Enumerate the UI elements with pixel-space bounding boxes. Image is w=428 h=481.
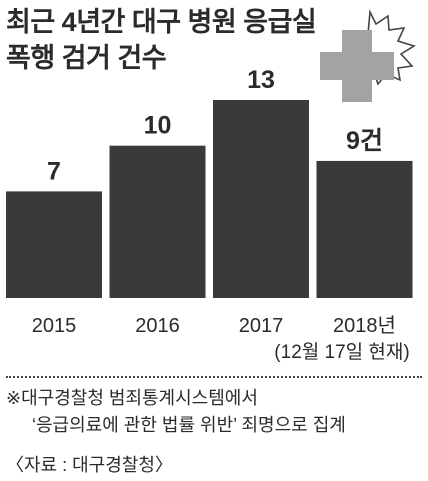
tick-label-2016: 2016	[135, 315, 180, 337]
bars-group	[6, 100, 413, 298]
category-subnote: (12월 17일 현재)	[274, 341, 409, 363]
tick-labels-group: 2015 2016 2017 2018년	[32, 314, 396, 337]
bar-2017	[213, 100, 309, 298]
footnote-line1: ※대구경찰청 범죄통계시스템에서	[6, 388, 258, 408]
footnote: ※대구경찰청 범죄통계시스템에서 ‘응급의료에 관한 법률 위반’ 죄명으로 집…	[6, 385, 346, 439]
bar-chart: 7 10 13 9건 2015 2016 2017 2018년 (12월 17일 현재)	[6, 66, 413, 363]
value-label-2015: 7	[47, 157, 61, 185]
cross-shape	[320, 30, 394, 102]
value-label-2016: 10	[144, 112, 172, 140]
value-labels-group: 7 10 13 9건	[47, 66, 383, 185]
tick-label-2017: 2017	[239, 315, 284, 337]
chart-title: 최근 4년간 대구 병원 응급실 폭행 검거 건수	[6, 4, 317, 76]
footnote-line2: ‘응급의료에 관한 법률 위반’ 죄명으로 집계	[32, 415, 346, 435]
value-label-2018년: 9건	[346, 127, 383, 155]
tick-label-2018년: 2018년	[333, 314, 396, 337]
chart-title-line2: 폭행 검거 건수	[6, 43, 167, 73]
bar-2018년	[316, 160, 413, 298]
divider-line	[6, 376, 422, 378]
bar-2015	[6, 191, 102, 298]
source-note: 〈자료 : 대구경찰청〉	[6, 455, 173, 475]
value-label-2017: 13	[247, 66, 275, 94]
tick-label-2015: 2015	[32, 315, 77, 337]
bar-2016	[109, 145, 206, 298]
medical-cross-icon	[320, 9, 416, 102]
chart-title-line1: 최근 4년간 대구 병원 응급실	[6, 7, 317, 37]
